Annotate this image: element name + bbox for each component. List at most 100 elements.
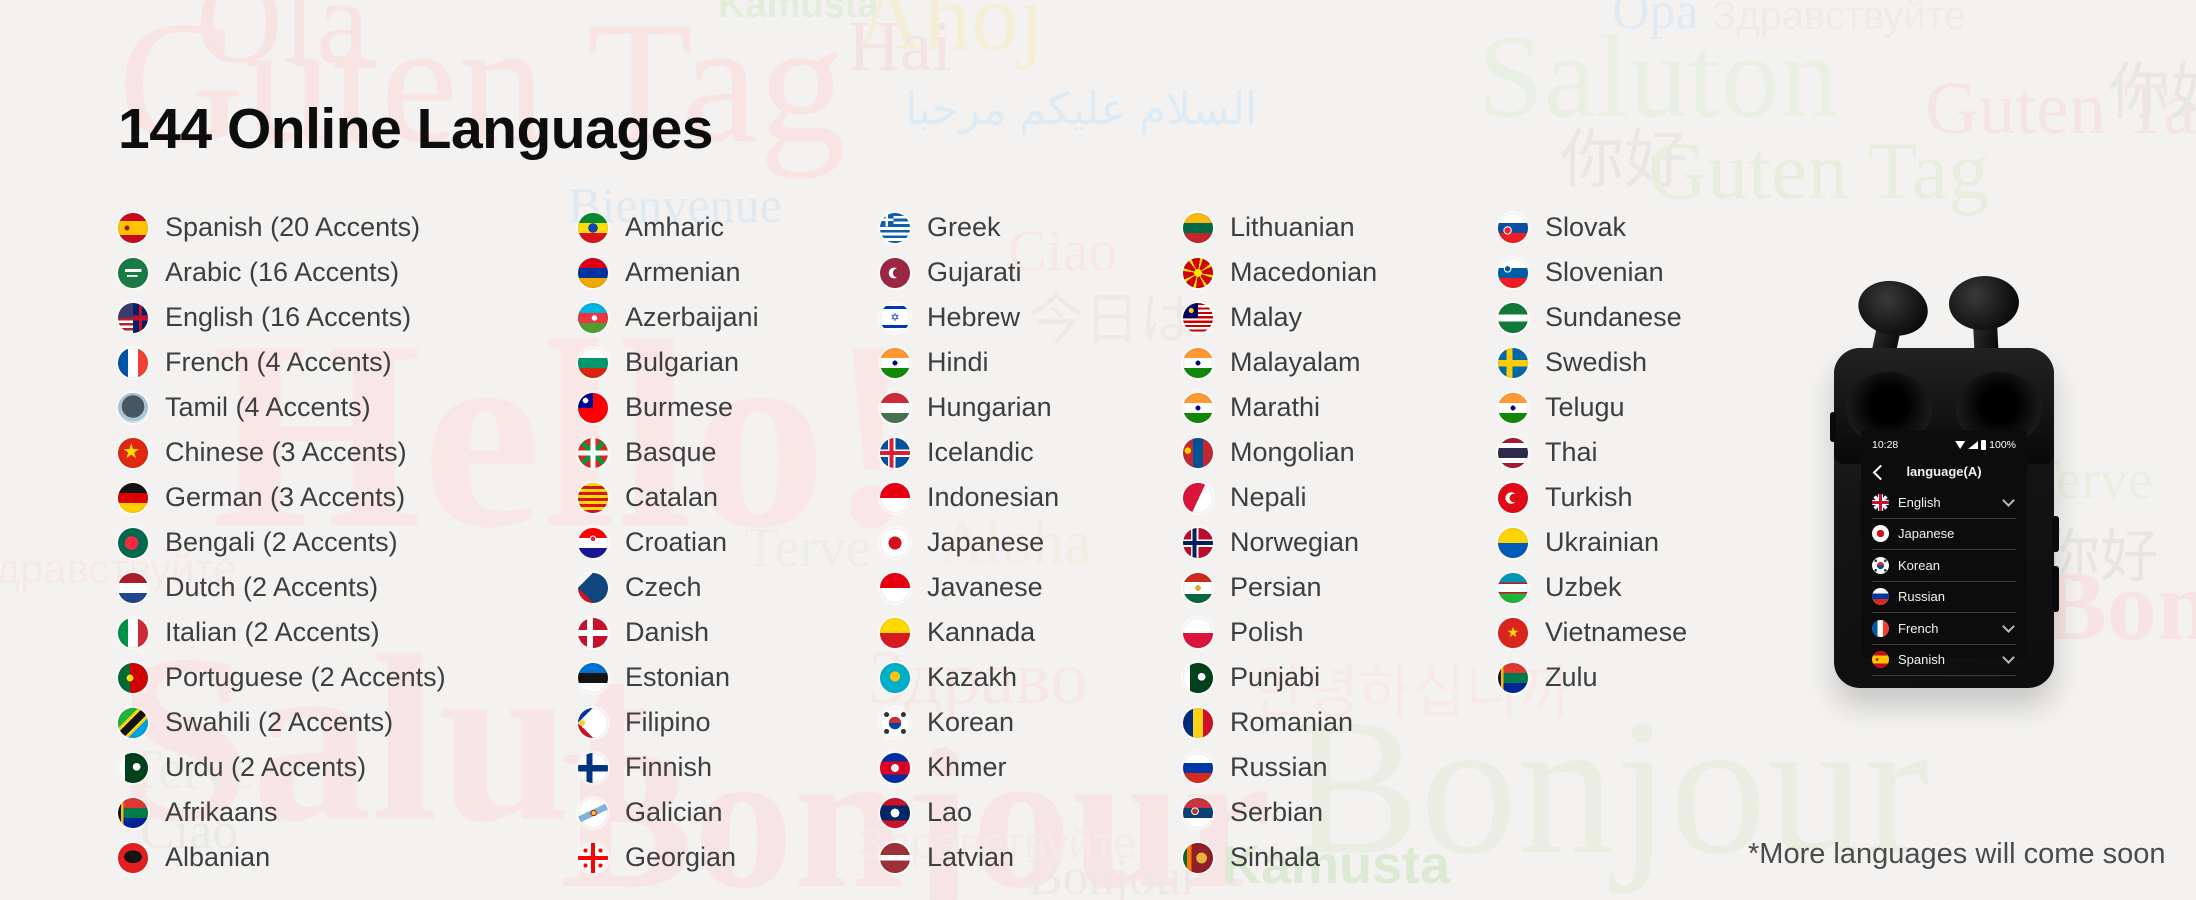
language-item: Kazakh xyxy=(880,655,1059,700)
language-label: Spanish (20 Accents) xyxy=(165,212,421,242)
flag-enus-icon xyxy=(118,302,148,333)
device-language-label: Korean xyxy=(1898,557,1940,573)
signal-icon xyxy=(1968,441,1979,449)
device-language-item: English xyxy=(1872,487,2016,519)
device-language-label: Spanish xyxy=(1898,652,1945,668)
language-column-4: Lithuanian Macedonian Malay Malayalam Marath… xyxy=(1183,205,1377,880)
language-label: Lithuanian xyxy=(1230,212,1355,242)
language-label: Marathi xyxy=(1230,392,1321,422)
flag-cn-icon xyxy=(118,437,148,468)
flag-sa-icon xyxy=(118,257,148,288)
language-label: Finnish xyxy=(625,752,713,782)
language-item: Burmese xyxy=(578,385,759,430)
language-label: Slovak xyxy=(1545,212,1627,242)
language-item: Ukrainian xyxy=(1498,520,1687,565)
flag-ge-icon xyxy=(578,842,608,873)
language-label: Urdu (2 Accents) xyxy=(165,752,367,782)
language-item: Amharic xyxy=(578,205,759,250)
language-label: Thai xyxy=(1545,437,1598,467)
language-label: Hungarian xyxy=(927,392,1052,422)
language-label: Uzbek xyxy=(1545,572,1622,602)
language-item: Icelandic xyxy=(880,430,1059,475)
flag-vn-icon xyxy=(1498,617,1528,648)
flag-dk-icon xyxy=(578,617,608,648)
language-item: Khmer xyxy=(880,745,1059,790)
language-label: Zulu xyxy=(1545,662,1598,692)
language-item: Swedish xyxy=(1498,340,1687,385)
language-label: Sinhala xyxy=(1230,842,1321,872)
watermark-word: Terve xyxy=(744,517,871,579)
flag-gb-icon xyxy=(1872,493,1889,511)
flag-fi-icon xyxy=(578,752,608,783)
flag-ro-icon xyxy=(1183,707,1213,738)
flag-th-icon xyxy=(1498,437,1528,468)
language-label: Gujarati xyxy=(927,257,1022,287)
language-item: Kannada xyxy=(880,610,1059,655)
side-button-left xyxy=(1830,412,1836,442)
flag-es-icon xyxy=(1872,651,1889,669)
language-label: Khmer xyxy=(927,752,1007,782)
flag-lt-icon xyxy=(1183,212,1213,243)
language-item: Dutch (2 Accents) xyxy=(118,565,446,610)
flag-hu-icon xyxy=(880,392,910,423)
flag-kz-icon xyxy=(880,662,910,693)
language-label: German (3 Accents) xyxy=(165,482,406,512)
device-language-label: English xyxy=(1898,494,1941,510)
device-status-bar: 10:28 100% xyxy=(1872,439,2016,451)
language-label: Icelandic xyxy=(927,437,1034,467)
flag-pt-icon xyxy=(118,662,148,693)
language-label: Greek xyxy=(927,212,1001,242)
language-item: Armenian xyxy=(578,250,759,295)
back-icon xyxy=(1872,464,1889,481)
flag-tr-icon xyxy=(1498,482,1528,513)
language-column-2: Amharic Armenian Azerbaijani Bulgarian Burme… xyxy=(578,205,759,880)
language-item: Tamil (4 Accents) xyxy=(118,385,446,430)
watermark-word: Opa xyxy=(1612,0,1699,40)
flag-kh-icon xyxy=(880,752,910,783)
earbud-head xyxy=(1853,274,1933,342)
language-label: Macedonian xyxy=(1230,257,1378,287)
flag-de-icon xyxy=(118,482,148,513)
flag-np-icon xyxy=(1183,482,1213,513)
watermark-word: 你好 xyxy=(2108,58,2196,127)
language-label: Catalan xyxy=(625,482,719,512)
flag-ee-icon xyxy=(578,662,608,693)
language-item: English (16 Accents) xyxy=(118,295,446,340)
watermark-word: Hai xyxy=(848,6,952,86)
language-label: Norwegian xyxy=(1230,527,1360,557)
flag-in-icon xyxy=(1183,347,1213,378)
language-item: Italian (2 Accents) xyxy=(118,610,446,655)
language-label: Punjabi xyxy=(1230,662,1321,692)
language-label: Lao xyxy=(927,797,973,827)
language-label: Italian (2 Accents) xyxy=(165,617,380,647)
flag-lv-icon xyxy=(880,842,910,873)
device-screen-header: language(A) xyxy=(1872,464,2016,481)
language-label: Persian xyxy=(1230,572,1322,602)
language-column-5: Slovak Slovenian Sundanese Swedish Telugu Tha… xyxy=(1498,205,1687,700)
language-item: Afrikaans xyxy=(118,790,446,835)
language-label: Swahili (2 Accents) xyxy=(165,707,394,737)
language-column-3: Greek Gujarati Hebrew Hindi Hungarian Iceland… xyxy=(880,205,1059,880)
watermark-word: 你好 xyxy=(1560,124,1688,196)
language-item: Serbian xyxy=(1183,790,1377,835)
flag-za-icon xyxy=(118,797,148,828)
flag-et-icon xyxy=(578,212,608,243)
language-column-1: Spanish (20 Accents) Arabic (16 Accents) E… xyxy=(118,205,446,880)
flag-il-icon xyxy=(880,302,910,333)
language-item: Georgian xyxy=(578,835,759,880)
language-label: Armenian xyxy=(625,257,741,287)
device-screen-title: language(A) xyxy=(1906,464,1982,479)
language-item: Lao xyxy=(880,790,1059,835)
flag-nl-icon xyxy=(118,572,148,603)
language-label: Kazakh xyxy=(927,662,1018,692)
flag-cat-icon xyxy=(578,482,608,513)
language-item: Marathi xyxy=(1183,385,1377,430)
language-label: Telugu xyxy=(1545,392,1625,422)
device-time: 10:28 xyxy=(1872,439,1899,451)
flag-es-icon xyxy=(118,212,148,243)
flag-za-icon xyxy=(1498,662,1528,693)
watermark-word: Guten Tag xyxy=(1925,68,2196,150)
watermark-word: السلام عليكم مرحبا xyxy=(905,85,1258,134)
earbud-head xyxy=(1947,274,2021,332)
language-item: Uzbek xyxy=(1498,565,1687,610)
